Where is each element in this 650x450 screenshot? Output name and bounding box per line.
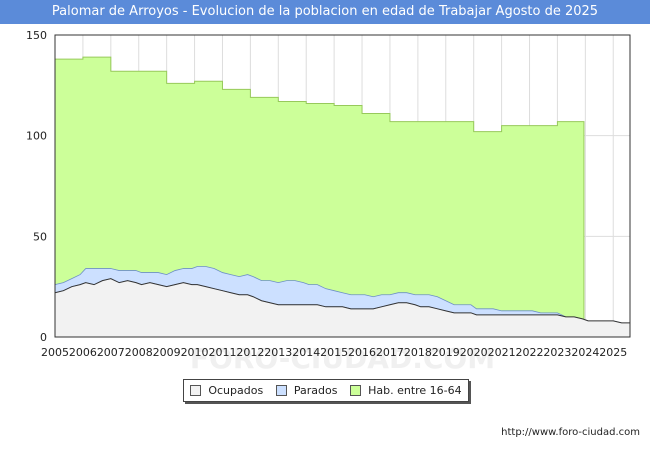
series-area-ocupados [55,278,630,337]
x-tick-label-2022: 2022 [516,346,544,359]
x-tick-label-2019: 2019 [432,346,460,359]
y-tick-label-150: 150 [26,29,47,42]
x-tick-label-2018: 2018 [404,346,432,359]
chart-title: Palomar de Arroyos - Evolucion de la pob… [0,0,650,24]
watermark: FORO-CIUDAD.COM [190,342,495,375]
x-tick-label-2014: 2014 [292,346,320,359]
x-tick-label-2009: 2009 [153,346,181,359]
x-tick-label-2024: 2024 [571,346,599,359]
x-tick-label-2007: 2007 [97,346,125,359]
x-tick-label-2025: 2025 [599,346,627,359]
y-tick-label-100: 100 [26,130,47,143]
x-tick-label-2005: 2005 [41,346,69,359]
x-tick-label-2012: 2012 [236,346,264,359]
x-tick-label-2020: 2020 [460,346,488,359]
x-tick-label-2008: 2008 [125,346,153,359]
legend-item-habitantes: Hab. entre 16-64 [350,384,462,397]
x-tick-label-2017: 2017 [376,346,404,359]
x-tick-label-2013: 2013 [264,346,292,359]
x-tick-label-2015: 2015 [320,346,348,359]
plot-border [54,34,631,338]
x-tick-label-2016: 2016 [348,346,376,359]
x-tick-label-2006: 2006 [69,346,97,359]
y-tick-label-50: 50 [33,230,47,243]
legend-swatch-parados [275,385,287,396]
legend-swatch-habitantes [350,385,362,396]
legend-swatch-ocupados [190,385,202,396]
legend-item-ocupados: Ocupados [190,384,263,397]
series-line-ocupados [54,278,630,324]
legend-label-parados: Parados [293,384,338,397]
y-tick-label-0: 0 [40,331,47,344]
legend-label-ocupados: Ocupados [208,384,264,397]
series-area-habitantes [54,56,585,338]
legend-label-habitantes: Hab. entre 16-64 [368,384,462,397]
legend-item-parados: Parados [275,384,338,397]
x-tick-label-2023: 2023 [543,346,571,359]
chart-legend: Ocupados Parados Hab. entre 16-64 [183,379,469,402]
source-url[interactable]: http://www.foro-ciudad.com [501,427,640,438]
x-tick-label-2010: 2010 [181,346,209,359]
x-tick-label-2021: 2021 [488,346,516,359]
x-tick-label-2011: 2011 [208,346,236,359]
